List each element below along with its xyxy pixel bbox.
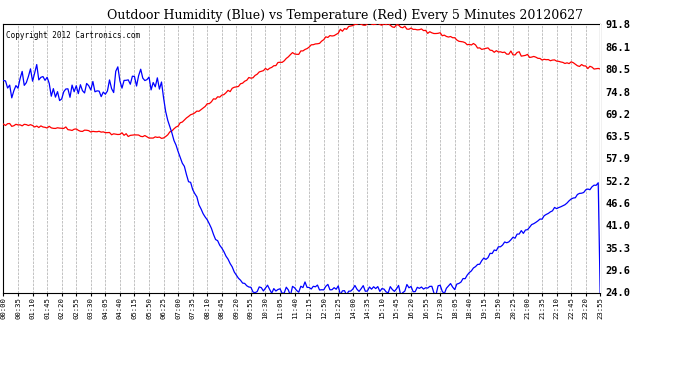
Text: Outdoor Humidity (Blue) vs Temperature (Red) Every 5 Minutes 20120627: Outdoor Humidity (Blue) vs Temperature (…	[107, 9, 583, 22]
Text: Copyright 2012 Cartronics.com: Copyright 2012 Cartronics.com	[6, 31, 141, 40]
